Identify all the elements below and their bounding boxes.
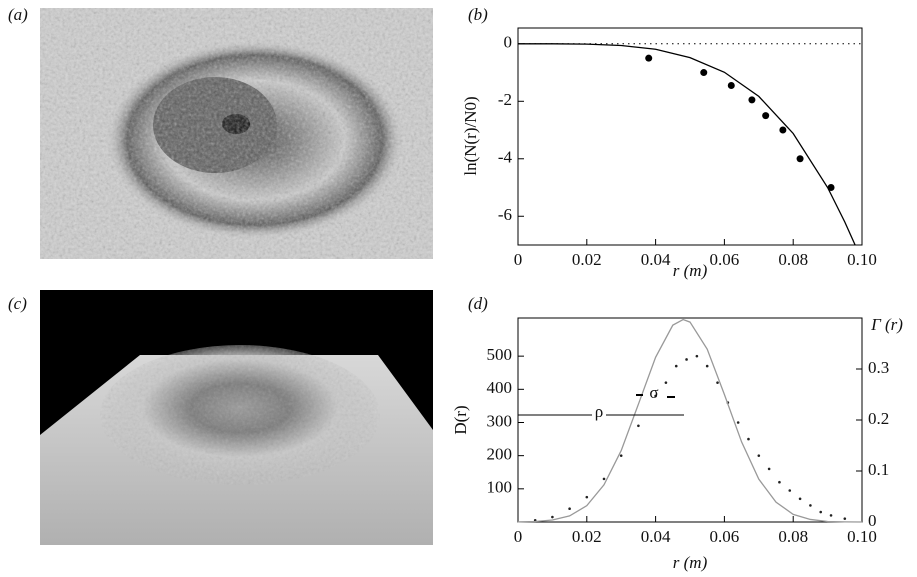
- y2-axis-label: Γ (r): [870, 315, 903, 334]
- plot-frame: [518, 318, 862, 522]
- data-point: [779, 127, 786, 134]
- data-point: [844, 517, 847, 520]
- data-point: [675, 365, 678, 368]
- data-point: [706, 365, 709, 368]
- x-axis-label: r (m): [673, 261, 708, 280]
- data-point: [768, 468, 771, 471]
- x-tick-label: 0.06: [710, 527, 740, 546]
- data-point: [758, 454, 761, 457]
- x-tick-label: 0.02: [572, 250, 602, 269]
- data-point: [809, 504, 812, 507]
- x-tick-label: 0.08: [778, 250, 808, 269]
- y-tick-label: 300: [487, 411, 513, 430]
- panel-label: (d): [468, 294, 488, 313]
- x-tick-label: 0: [514, 527, 523, 546]
- data-point: [819, 511, 822, 514]
- x-tick-label: 0.02: [572, 527, 602, 546]
- data-point: [620, 454, 623, 457]
- panel-label: (c): [8, 294, 27, 313]
- data-point: [748, 96, 755, 103]
- panel-label: (a): [8, 5, 28, 24]
- y-tick-label: 100: [487, 478, 513, 497]
- y2-tick-label: 0.3: [868, 358, 889, 377]
- data-point: [830, 514, 833, 517]
- data-point: [568, 507, 571, 510]
- data-point: [799, 497, 802, 500]
- x-tick-label: 0.04: [641, 527, 671, 546]
- y2-tick-label: 0.1: [868, 460, 889, 479]
- x-tick-label: 0: [514, 250, 523, 269]
- data-point: [700, 69, 707, 76]
- data-point: [586, 496, 589, 499]
- surface-render: [40, 290, 433, 545]
- y2-tick-label: 0: [868, 511, 877, 530]
- data-point: [665, 381, 668, 384]
- photo: [40, 8, 433, 259]
- data-point: [551, 516, 554, 519]
- data-line: [518, 320, 862, 522]
- x-axis-label: r (m): [673, 553, 708, 572]
- data-point: [603, 478, 606, 481]
- y-tick-label: 500: [487, 345, 513, 364]
- y-tick-label: 0: [504, 33, 513, 52]
- data-point: [747, 438, 750, 441]
- data-point: [778, 481, 781, 484]
- x-tick-label: 0.08: [778, 527, 808, 546]
- data-line: [518, 44, 855, 245]
- annotation: σ: [649, 383, 658, 402]
- y-tick-label: 200: [487, 445, 513, 464]
- x-tick-label: 0.06: [710, 250, 740, 269]
- y-tick-label: -4: [498, 148, 513, 167]
- y-axis-label: ln(N(r)/N0): [461, 96, 480, 175]
- x-tick-label: 0.10: [847, 250, 877, 269]
- data-point: [728, 82, 735, 89]
- data-point: [797, 155, 804, 162]
- data-point: [637, 425, 640, 428]
- y-axis-label: D(r): [451, 405, 470, 434]
- panel-label: (b): [468, 5, 488, 24]
- data-point: [788, 489, 791, 492]
- y-tick-label: -6: [498, 205, 512, 224]
- y2-tick-label: 0.2: [868, 409, 889, 428]
- data-point: [696, 355, 699, 358]
- x-tick-label: 0.04: [641, 250, 671, 269]
- data-point: [645, 55, 652, 62]
- data-point: [716, 381, 719, 384]
- y-tick-label: -2: [498, 90, 512, 109]
- data-point: [685, 358, 688, 361]
- data-point: [737, 421, 740, 424]
- data-point: [762, 112, 769, 119]
- y-tick-label: 400: [487, 378, 513, 397]
- plot-frame: [518, 28, 862, 245]
- figure: (a) (c) (b)00.020.040.060.080.10-6-4-20r…: [0, 0, 917, 577]
- annotation: ρ: [595, 402, 603, 421]
- page: {"images": [{"label": "(a)"}, {"label": …: [0, 0, 917, 577]
